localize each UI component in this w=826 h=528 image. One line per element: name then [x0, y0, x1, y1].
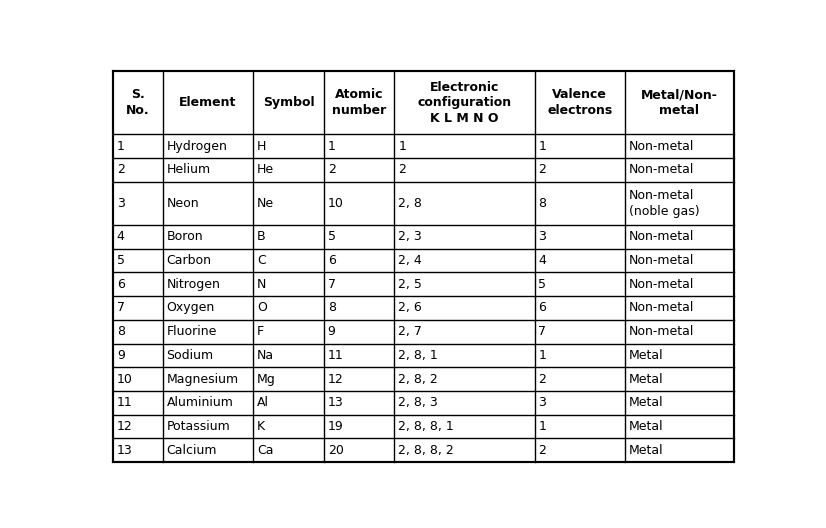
Text: 2, 3: 2, 3 [398, 230, 422, 243]
Text: 5: 5 [539, 278, 547, 291]
Text: 1: 1 [539, 420, 546, 433]
Text: Mg: Mg [257, 373, 276, 385]
Text: Metal: Metal [629, 373, 663, 385]
Text: Al: Al [257, 397, 269, 409]
Text: 2: 2 [398, 164, 406, 176]
Text: Potassium: Potassium [167, 420, 230, 433]
Text: Non-metal: Non-metal [629, 140, 695, 153]
Text: Fluorine: Fluorine [167, 325, 217, 338]
Text: 2, 6: 2, 6 [398, 301, 422, 315]
Text: Valence
electrons: Valence electrons [547, 89, 612, 117]
Text: C: C [257, 254, 266, 267]
Text: Non-metal: Non-metal [629, 230, 695, 243]
Text: Ca: Ca [257, 444, 273, 457]
Text: 1: 1 [116, 140, 125, 153]
Text: 2, 4: 2, 4 [398, 254, 422, 267]
Text: N: N [257, 278, 267, 291]
Text: Metal: Metal [629, 397, 663, 409]
Text: Non-metal
(noble gas): Non-metal (noble gas) [629, 189, 700, 218]
Text: Metal: Metal [629, 444, 663, 457]
Text: 2, 5: 2, 5 [398, 278, 422, 291]
Text: Non-metal: Non-metal [629, 164, 695, 176]
Text: Aluminium: Aluminium [167, 397, 234, 409]
Text: Metal/Non-
metal: Metal/Non- metal [641, 89, 718, 117]
Text: Non-metal: Non-metal [629, 278, 695, 291]
Text: K: K [257, 420, 265, 433]
Text: 9: 9 [328, 325, 335, 338]
Text: 1: 1 [539, 140, 546, 153]
Text: Oxygen: Oxygen [167, 301, 215, 315]
Text: 9: 9 [116, 349, 125, 362]
Text: Na: Na [257, 349, 274, 362]
Text: Carbon: Carbon [167, 254, 211, 267]
Text: 13: 13 [116, 444, 133, 457]
Text: Helium: Helium [167, 164, 211, 176]
Text: 5: 5 [328, 230, 335, 243]
Text: 2, 8, 1: 2, 8, 1 [398, 349, 438, 362]
Text: 2, 8, 8, 1: 2, 8, 8, 1 [398, 420, 454, 433]
Text: 3: 3 [539, 230, 546, 243]
Text: 3: 3 [539, 397, 546, 409]
Text: 2: 2 [539, 164, 546, 176]
Text: S.
No.: S. No. [126, 89, 150, 117]
Text: Neon: Neon [167, 197, 199, 210]
Text: 7: 7 [539, 325, 547, 338]
Text: 2, 8: 2, 8 [398, 197, 422, 210]
Text: Ne: Ne [257, 197, 274, 210]
Text: 7: 7 [116, 301, 125, 315]
Text: Non-metal: Non-metal [629, 325, 695, 338]
Text: F: F [257, 325, 264, 338]
Text: He: He [257, 164, 274, 176]
Text: 11: 11 [116, 397, 133, 409]
Text: 19: 19 [328, 420, 344, 433]
Text: 6: 6 [328, 254, 335, 267]
Text: B: B [257, 230, 266, 243]
Text: 3: 3 [116, 197, 125, 210]
Text: Symbol: Symbol [263, 96, 315, 109]
Text: 20: 20 [328, 444, 344, 457]
Text: Hydrogen: Hydrogen [167, 140, 227, 153]
Text: Element: Element [179, 96, 237, 109]
Text: 2, 8, 3: 2, 8, 3 [398, 397, 438, 409]
Text: Non-metal: Non-metal [629, 301, 695, 315]
Text: 2: 2 [328, 164, 335, 176]
Text: 1: 1 [328, 140, 335, 153]
Text: 1: 1 [539, 349, 546, 362]
Text: Electronic
configuration
K L M N O: Electronic configuration K L M N O [417, 81, 511, 125]
Text: 2, 8, 8, 2: 2, 8, 8, 2 [398, 444, 454, 457]
Text: 7: 7 [328, 278, 335, 291]
Text: 6: 6 [539, 301, 546, 315]
Text: Non-metal: Non-metal [629, 254, 695, 267]
Text: Metal: Metal [629, 420, 663, 433]
Text: 11: 11 [328, 349, 344, 362]
Text: 2, 7: 2, 7 [398, 325, 422, 338]
Text: 10: 10 [328, 197, 344, 210]
Text: 12: 12 [328, 373, 344, 385]
Text: 13: 13 [328, 397, 344, 409]
Text: 12: 12 [116, 420, 133, 433]
Text: 8: 8 [328, 301, 335, 315]
Text: 1: 1 [398, 140, 406, 153]
Text: 10: 10 [116, 373, 133, 385]
Text: 2: 2 [539, 444, 546, 457]
Text: 6: 6 [116, 278, 125, 291]
Text: 2, 8, 2: 2, 8, 2 [398, 373, 438, 385]
Text: Atomic
number: Atomic number [332, 89, 387, 117]
Text: O: O [257, 301, 267, 315]
Text: H: H [257, 140, 267, 153]
Text: Magnesium: Magnesium [167, 373, 239, 385]
Text: 2: 2 [539, 373, 546, 385]
Text: Boron: Boron [167, 230, 203, 243]
Text: 4: 4 [116, 230, 125, 243]
Text: Nitrogen: Nitrogen [167, 278, 221, 291]
Text: 2: 2 [116, 164, 125, 176]
Text: Calcium: Calcium [167, 444, 217, 457]
Text: Sodium: Sodium [167, 349, 214, 362]
Text: 5: 5 [116, 254, 125, 267]
Text: 8: 8 [539, 197, 547, 210]
Text: 4: 4 [539, 254, 546, 267]
Text: 8: 8 [116, 325, 125, 338]
Text: Metal: Metal [629, 349, 663, 362]
